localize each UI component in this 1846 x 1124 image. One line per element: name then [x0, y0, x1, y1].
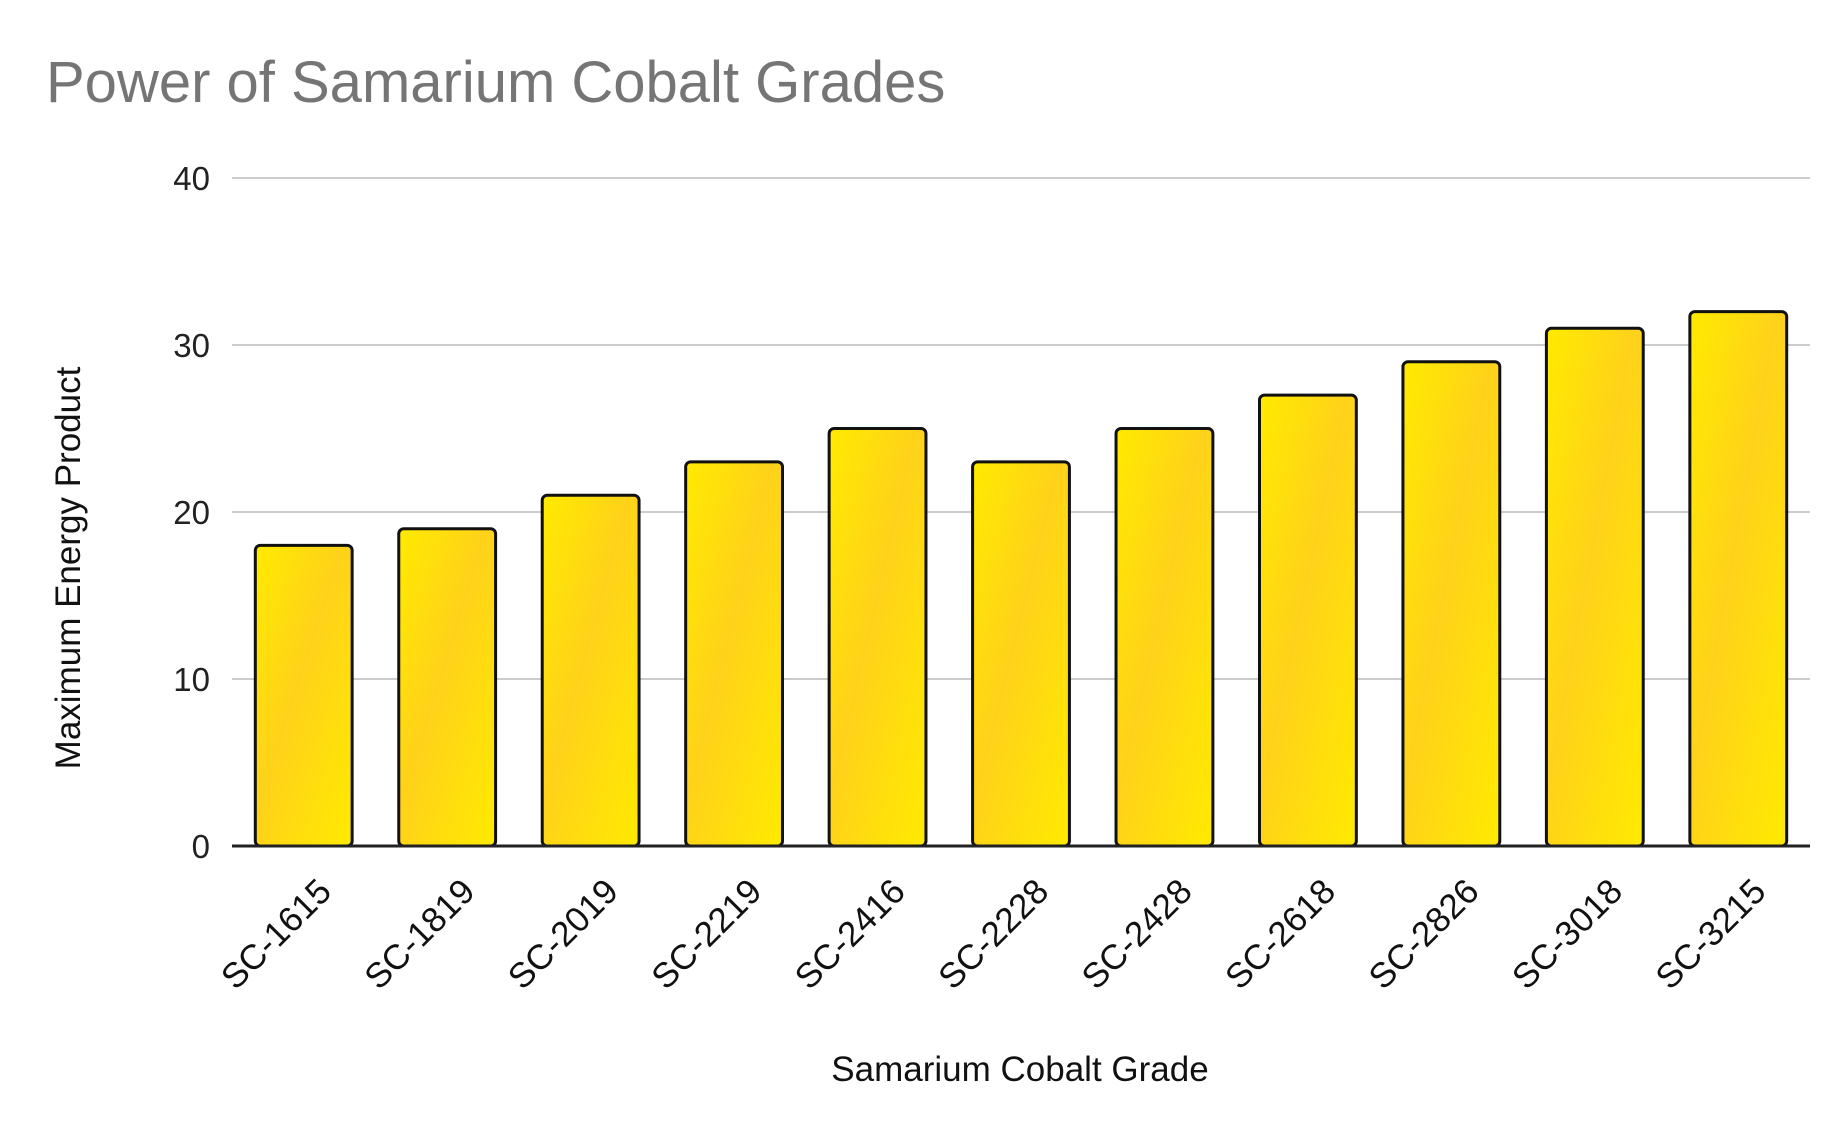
x-tick-label: SC-2219 [644, 872, 769, 997]
bar-sc-3018 [1544, 326, 1645, 848]
x-tick-label: SC-3215 [1648, 872, 1773, 997]
bar-sc-2228 [971, 460, 1071, 848]
bar-sc-2618 [1257, 393, 1358, 848]
x-tick-label: SC-2416 [787, 872, 912, 997]
x-axis-label: Samarium Cobalt Grade [831, 1050, 1208, 1089]
bar-sc-2826 [1401, 360, 1502, 848]
chart-title: Power of Samarium Cobalt Grades [46, 50, 945, 115]
y-axis-label: Maximum Energy Product [49, 366, 88, 769]
bar-sc-2219 [684, 460, 785, 848]
x-tick-label: SC-2826 [1361, 872, 1486, 997]
x-tick-label: SC-2428 [1074, 872, 1199, 997]
y-tick-label: 10 [173, 661, 210, 698]
y-tick-labels: 0 10 20 30 40 [173, 160, 210, 865]
x-tick-label: SC-2228 [931, 872, 1056, 997]
bar-sc-3215 [1688, 310, 1789, 848]
x-tick-label: SC-2019 [501, 872, 626, 997]
x-tick-label: SC-2618 [1218, 872, 1343, 997]
x-tick-label: SC-1615 [214, 872, 339, 997]
y-tick-label: 20 [173, 494, 210, 531]
y-tick-label: 40 [173, 160, 210, 197]
x-tick-labels: SC-1615 SC-1819 SC-2019 SC-2219 SC-2416 SC-22… [214, 872, 1774, 997]
bar-sc-1819 [397, 527, 498, 848]
bars [253, 310, 1789, 848]
x-tick-label: SC-1819 [357, 872, 482, 997]
y-tick-label: 0 [192, 828, 210, 865]
bar-sc-2428 [1114, 427, 1215, 848]
y-tick-label: 30 [173, 327, 210, 364]
bar-sc-1615 [253, 543, 354, 848]
x-tick-label: SC-3018 [1505, 872, 1630, 997]
bar-sc-2019 [540, 493, 641, 848]
bar-sc-2416 [827, 427, 928, 848]
